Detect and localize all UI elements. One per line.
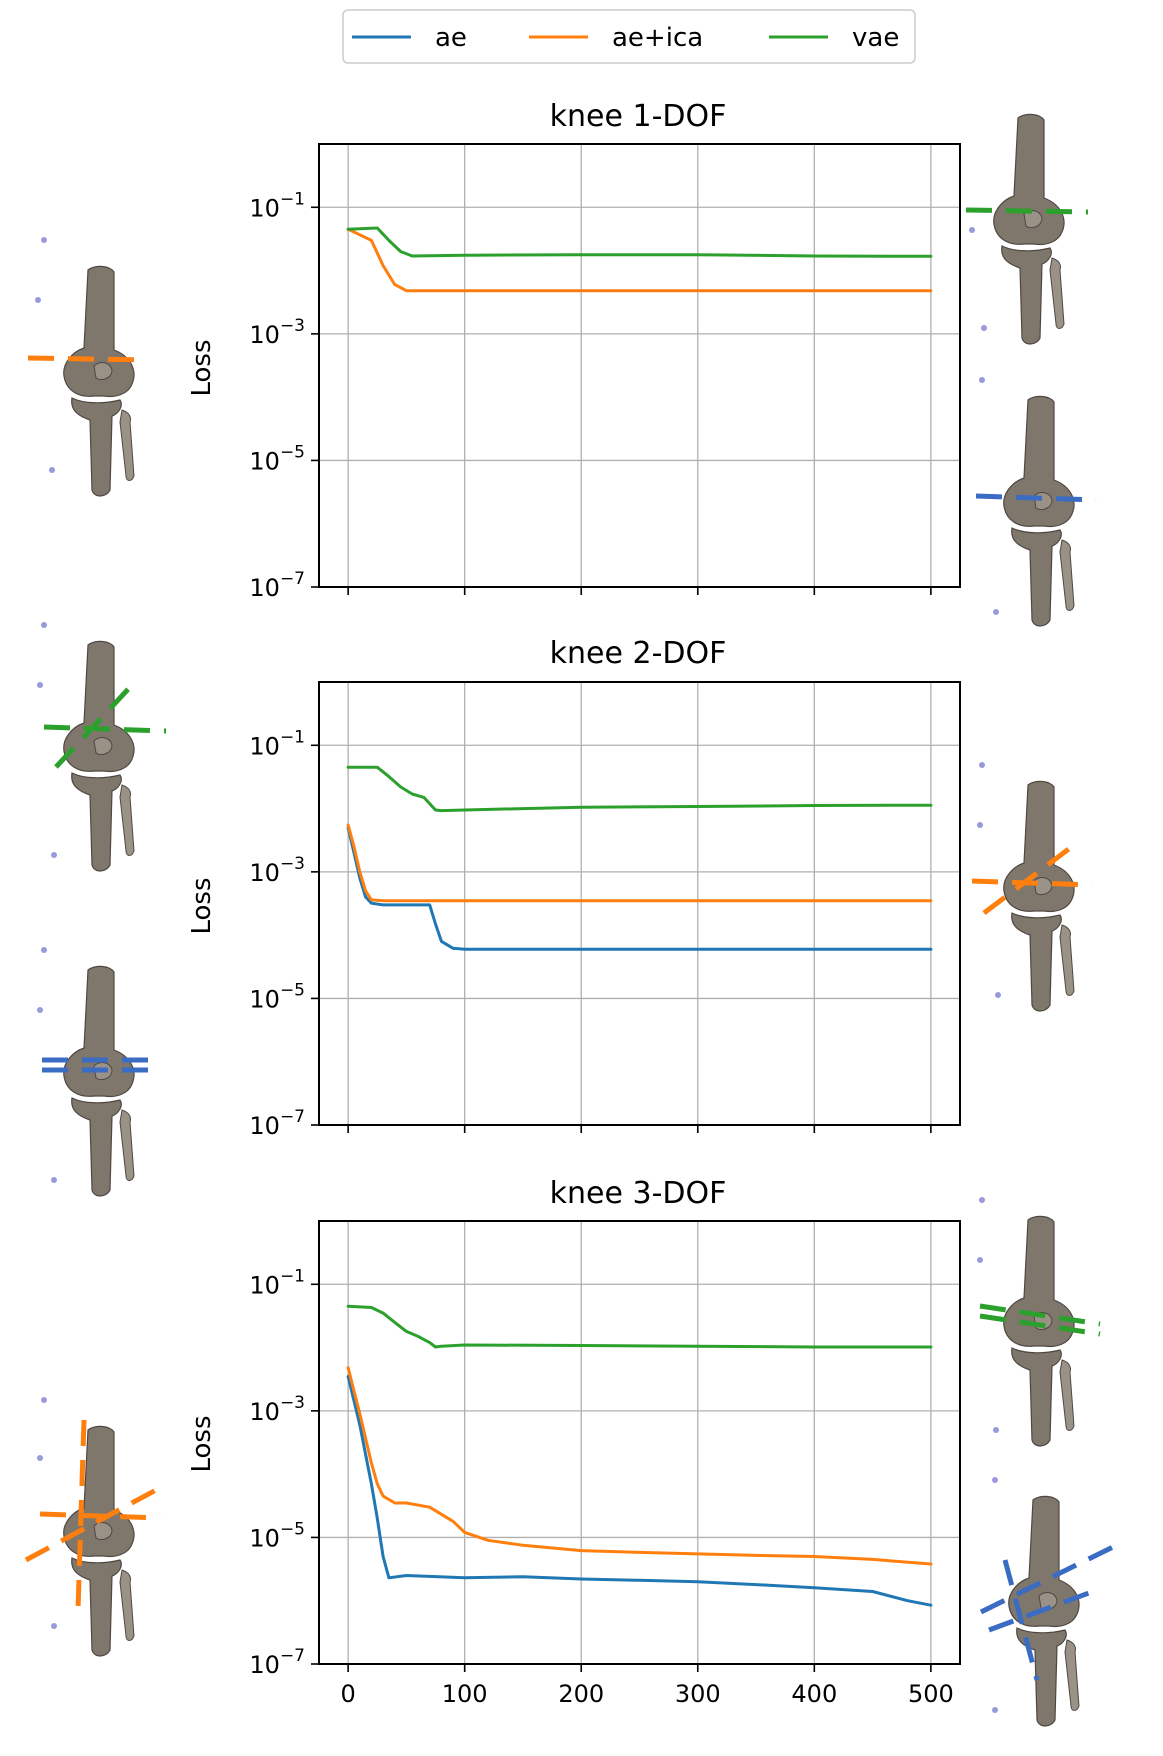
series-line-ae-ica [346,823,933,903]
knee-illustration-right-1b [975,377,1097,627]
x-tick-label: 300 [675,1680,721,1708]
plot-frame [318,681,961,1126]
chart-panel-1-dof: knee 1-DOF Loss 10−1 10−3 10−5 10−7 [187,99,961,602]
tick-layer: 10−1 10−3 10−5 10−7 [249,727,932,1140]
tick-layer: 0 100 200 300 400 500 10−1 10−3 10−5 10−7 [249,1266,953,1708]
y-tick-label: 10−1 [249,189,305,222]
legend-frame [342,9,916,64]
legend-label-ae: ae [435,23,467,53]
y-axis-label: Loss [187,339,217,396]
plot-frame [318,1220,961,1665]
chart-panel-2-dof: knee 2-DOF Loss 10−1 10−3 10−5 10−7 [187,636,961,1140]
y-tick-label: 10−3 [249,316,305,349]
series-layer [346,765,933,951]
series-layer [346,226,933,293]
y-tick-label: 10−3 [249,854,305,887]
x-tick-label: 500 [908,1680,954,1708]
series-line-vae [346,765,933,813]
series-line-ae-ica [346,1366,933,1566]
knee-illustration-right-3b [979,1477,1121,1727]
series-line-ae [346,1374,933,1607]
x-tick-label: 100 [442,1680,488,1708]
knee-illustration-right-3a [977,1197,1101,1447]
y-tick-label: 10−7 [249,1646,305,1679]
knee-illustration-left-2a [37,622,167,872]
plot-frame [318,143,961,588]
legend-label-vae: vae [852,23,899,53]
knee-illustration-right-2 [971,762,1093,1012]
legend-label-ae-ica: ae+ica [612,23,703,53]
knee-illustration-left-3 [24,1397,161,1657]
series-line-vae [346,1304,933,1349]
grid-layer [319,682,960,1126]
knee-illustration-left-1 [27,237,149,497]
legend: ae ae+ica vae [342,9,916,64]
series-line-ae-ica [346,227,933,293]
x-tick-label: 200 [558,1680,604,1708]
grid-layer [319,1221,960,1665]
y-tick-label: 10−5 [249,980,305,1013]
series-line-ae [346,826,933,951]
x-tick-label: 0 [340,1680,355,1708]
y-tick-label: 10−5 [249,442,305,475]
chart-panel-3-dof: knee 3-DOF Loss 0 100 200 300 400 500 10−1 10−3… [187,1176,961,1708]
series-layer [346,1304,933,1607]
y-tick-label: 10−7 [249,569,305,602]
y-axis-label: Loss [187,1415,217,1472]
tick-layer: 10−1 10−3 10−5 10−7 [249,189,932,602]
y-axis-label: Loss [187,877,217,934]
knee-illustration-right-1a [965,113,1089,345]
chart-title: knee 2-DOF [550,636,727,671]
y-tick-label: 10−7 [249,1107,305,1140]
series-line-vae [346,226,933,258]
chart-title: knee 3-DOF [550,1176,727,1211]
grid-layer [319,144,960,588]
y-tick-label: 10−3 [249,1393,305,1426]
chart-title: knee 1-DOF [550,99,727,134]
x-tick-label: 400 [791,1680,837,1708]
knee-illustration-left-2b [37,947,162,1197]
y-tick-label: 10−5 [249,1519,305,1552]
y-tick-label: 10−1 [249,1266,305,1299]
y-tick-label: 10−1 [249,727,305,760]
